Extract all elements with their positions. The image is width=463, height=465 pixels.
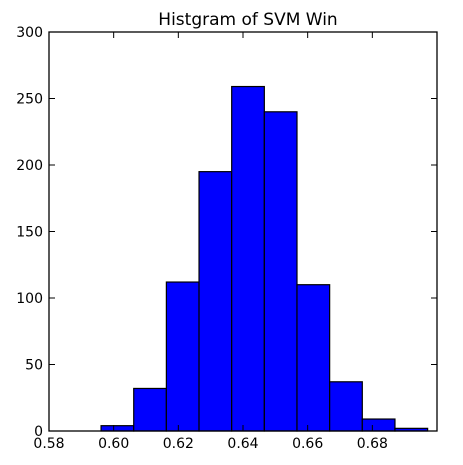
x-tick-label: 0.60 xyxy=(98,436,129,452)
histogram-bar xyxy=(100,425,135,432)
histogram-bar xyxy=(231,85,265,432)
ticks-group: 0.58 0.60 0.62 0.64 0.66 0.68 0 50 100 150 200 250 3… xyxy=(16,25,437,452)
y-tick-label: 0 xyxy=(34,424,43,440)
y-tick-label: 100 xyxy=(16,291,43,307)
x-tick-label: 0.62 xyxy=(163,436,194,452)
x-tick-label: 0.58 xyxy=(33,436,64,452)
y-tick-label: 150 xyxy=(16,225,43,241)
y-tick-label: 50 xyxy=(25,358,43,374)
histogram-bar xyxy=(296,284,331,432)
histogram-bar xyxy=(361,418,396,432)
x-tick-label: 0.64 xyxy=(227,436,258,452)
x-tick-label: 0.68 xyxy=(357,436,388,452)
bars-group xyxy=(100,85,429,432)
y-tick-label: 200 xyxy=(16,158,43,174)
x-tick-label: 0.66 xyxy=(292,436,323,452)
y-tick-label: 250 xyxy=(16,92,43,108)
histogram-bar xyxy=(133,387,167,432)
y-tick-label: 300 xyxy=(16,25,43,41)
histogram-bar xyxy=(329,381,363,432)
plot-frame xyxy=(48,31,438,432)
chart-title: Histgram of SVM Win xyxy=(158,10,337,30)
histogram-bar xyxy=(263,111,298,432)
histogram-bar xyxy=(198,171,233,432)
histogram-bar xyxy=(165,281,200,432)
